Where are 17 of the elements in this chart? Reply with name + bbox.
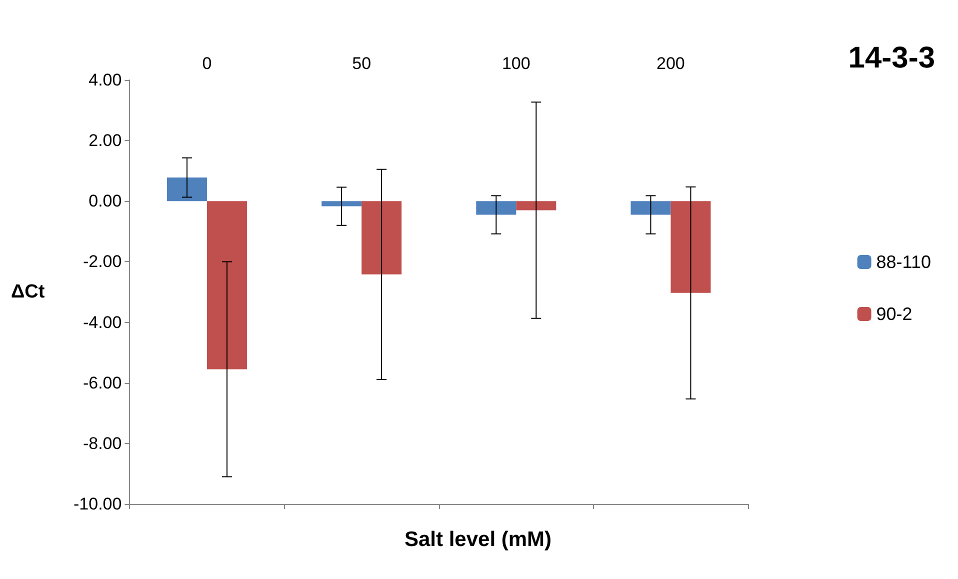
x-tick-label: 50 — [352, 54, 372, 73]
y-tick-label: 2.00 — [88, 131, 122, 150]
y-tick-label: -2.00 — [82, 252, 122, 272]
text: 14-3-3 — [848, 42, 935, 74]
x-tick-label: 200 — [656, 54, 685, 73]
legend-label: 90-2 — [876, 304, 912, 324]
y-tick-label: 4.00 — [88, 70, 122, 90]
legend-label: 88-110 — [876, 252, 932, 272]
y-tick-label: -6.00 — [82, 373, 122, 392]
y-tick-label: 0.00 — [88, 192, 122, 211]
y-tick-label: -8.00 — [82, 434, 122, 453]
y-tick-label: -4.00 — [82, 312, 122, 332]
y-tick-label: -10.00 — [74, 494, 122, 514]
x-tick-label: 0 — [202, 54, 212, 73]
x-axis-title: Salt level (mM) — [404, 528, 552, 551]
y-axis-title: ΔCt — [10, 282, 46, 302]
x-tick-label: 100 — [502, 54, 530, 73]
